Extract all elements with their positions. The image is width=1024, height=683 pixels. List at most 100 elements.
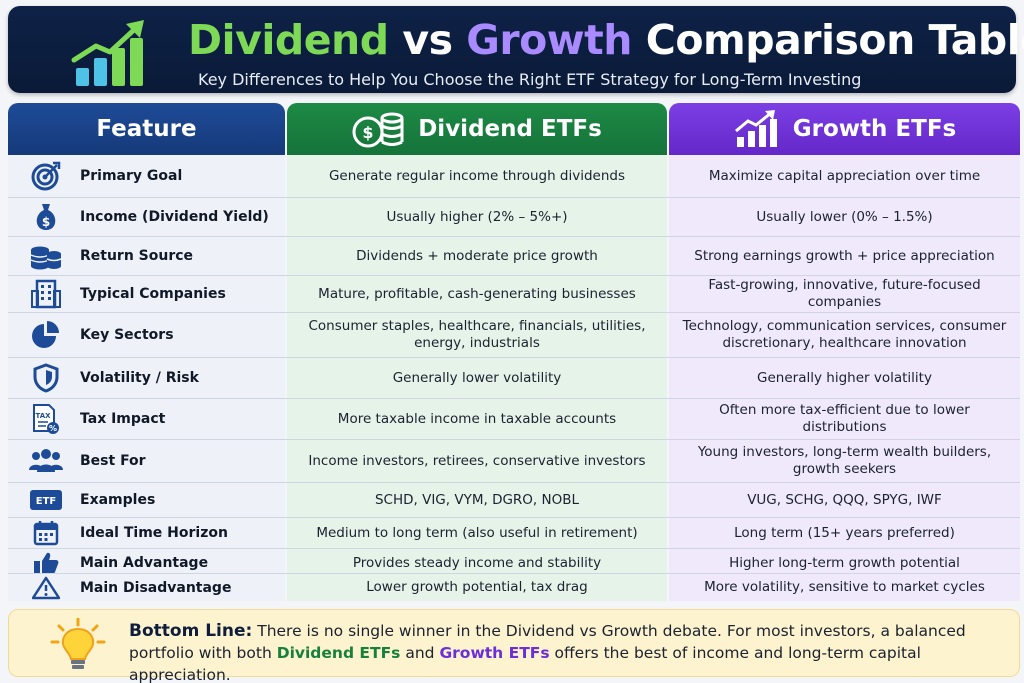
feature-cell: TAX% Tax Impact [8,399,285,439]
growth-column-body [669,155,1020,601]
feature-cell: Main Advantage [8,549,285,577]
dividend-cell: Provides steady income and stability [352,554,602,571]
table-row: ETF Examples SCHD, VIG, VYM, DGRO, NOBL … [8,483,1020,517]
feature-cell: Typical Companies [8,276,285,312]
dividend-cell: Generally lower volatility [392,369,562,386]
table-row: Best For Income investors, retirees, con… [8,440,1020,482]
bottom-line-dividend-highlight: Dividend ETFs [276,644,401,662]
row-divider [8,275,1020,276]
pie-chart-icon [32,321,59,348]
row-divider [8,439,1020,440]
dividend-cell: Generate regular income through dividend… [328,167,626,184]
bottom-line-text-a: There is no single winner in the Dividen… [129,622,966,662]
bottom-line-box: Bottom Line: There is no single winner i… [8,609,1020,683]
tax-document-icon: TAX% [33,404,59,434]
dividend-cell: Medium to long term (also useful in reti… [316,524,638,541]
svg-text:%: % [49,424,57,433]
warning-icon [32,576,60,599]
table-row: Ideal Time Horizon Medium to long term (… [8,518,1020,548]
feature-cell: ETF Examples [8,483,285,517]
dividend-cell: Income investors, retirees, conservative… [308,452,646,469]
etf-badge-icon: ETF [30,490,62,510]
bottom-line-label: Bottom Line: [129,621,253,641]
feature-label: Best For [80,453,146,469]
row-divider [8,197,1020,198]
growth-cell: Long term (15+ years preferred) [734,524,955,541]
feature-cell: Return Source [8,237,285,275]
svg-text:$: $ [363,123,374,142]
growth-cell: More volatility, sensitive to market cyc… [704,579,985,595]
feature-label: Ideal Time Horizon [80,525,228,541]
feature-label: Typical Companies [80,286,226,302]
table-row: Typical Companies Mature, profitable, ca… [8,276,1020,312]
row-divider [8,517,1020,518]
row-divider [8,482,1020,483]
table-row: TAX% Tax Impact More taxable income in t… [8,399,1020,439]
feature-label: Examples [80,492,156,508]
coins-icon [30,246,62,270]
svg-text:ETF: ETF [36,496,56,507]
bottom-line-text: Bottom Line: There is no single winner i… [129,620,1009,683]
feature-cell: Primary Goal [8,155,285,197]
table-row: Key Sectors Consumer staples, healthcare… [8,313,1020,357]
dividend-cell: Mature, profitable, cash-generating busi… [318,285,636,302]
growth-bar-chart-icon [71,20,144,86]
column-header-dividend: $ Dividend ETFs [287,103,667,155]
dividend-column-body [287,155,667,601]
column-header-feature: Feature [8,103,285,155]
target-icon [31,161,61,191]
feature-label: Main Advantage [80,555,209,571]
growth-cell: Maximize capital appreciation over time [708,167,981,184]
row-divider [8,357,1020,358]
table-row: Main Advantage Provides steady income an… [8,549,1020,577]
growth-cell: VUG, SCHG, QQQ, SPYG, IWF [747,491,942,508]
growth-cell: Strong earnings growth + price appreciat… [694,247,995,264]
feature-cell: Best For [8,440,285,482]
feature-label: Key Sectors [80,327,174,343]
growth-cell: Generally higher volatility [757,369,932,386]
bottom-line-growth-highlight: Growth ETFs [439,644,550,662]
row-divider [8,236,1020,237]
calendar-icon [33,521,59,546]
feature-label: Primary Goal [80,168,183,184]
money-bag-icon: $ [36,204,56,230]
column-header-growth-label: Growth ETFs [792,116,957,142]
feature-label: Main Disadvantage [80,579,232,596]
feature-cell: $ Income (Dividend Yield) [8,198,285,236]
feature-cell: Volatility / Risk [8,358,285,398]
column-header-feature-label: Feature [96,116,197,142]
svg-text:TAX: TAX [35,412,51,420]
dividend-cell: More taxable income in taxable accounts [337,410,617,427]
growth-cell: Higher long-term growth potential [729,554,960,571]
dividend-cell: SCHD, VIG, VYM, DGRO, NOBL [374,491,580,508]
feature-cell: Ideal Time Horizon [8,518,285,548]
dividend-cell: Usually higher (2% – 5%+) [386,208,568,225]
comparison-table: Feature $ Dividend ETFs Growth ETFs Prim… [8,103,1020,601]
feature-label: Volatility / Risk [80,370,199,386]
table-row: Return Source Dividends + moderate price… [8,237,1020,275]
column-header-growth: Growth ETFs [669,103,1020,155]
growth-cell: Technology, communication services, cons… [682,318,1007,351]
column-header-dividend-label: Dividend ETFs [418,116,602,142]
rising-chart-icon [734,110,777,147]
header-banner: Dividend vs Growth Comparison Table Key … [8,6,1024,93]
table-row: Volatility / Risk Generally lower volati… [8,358,1020,398]
shield-icon [33,363,59,393]
bottom-line-text-c: offers the best of income and long-term … [129,644,921,683]
row-divider [8,573,1020,574]
dividend-cell: Consumer staples, healthcare, financials… [308,318,646,351]
feature-label: Income (Dividend Yield) [80,209,269,225]
feature-label: Tax Impact [80,411,166,427]
feature-label: Return Source [80,248,194,264]
coin-stack-icon: $ [352,112,404,148]
growth-cell: Fast-growing, innovative, future-focused… [708,277,981,310]
people-icon [29,449,63,472]
row-divider [8,548,1020,549]
table-row: Main Disadvantage Lower growth potential… [8,574,1020,601]
growth-cell: Usually lower (0% – 1.5%) [756,208,933,225]
growth-cell: Young investors, long-term wealth builde… [697,444,992,477]
feature-cell: Key Sectors [8,313,285,357]
lightbulb-icon [50,618,106,669]
table-row: $ Income (Dividend Yield) Usually higher… [8,198,1020,236]
page-subtitle: Key Differences to Help You Choose the R… [198,70,862,89]
